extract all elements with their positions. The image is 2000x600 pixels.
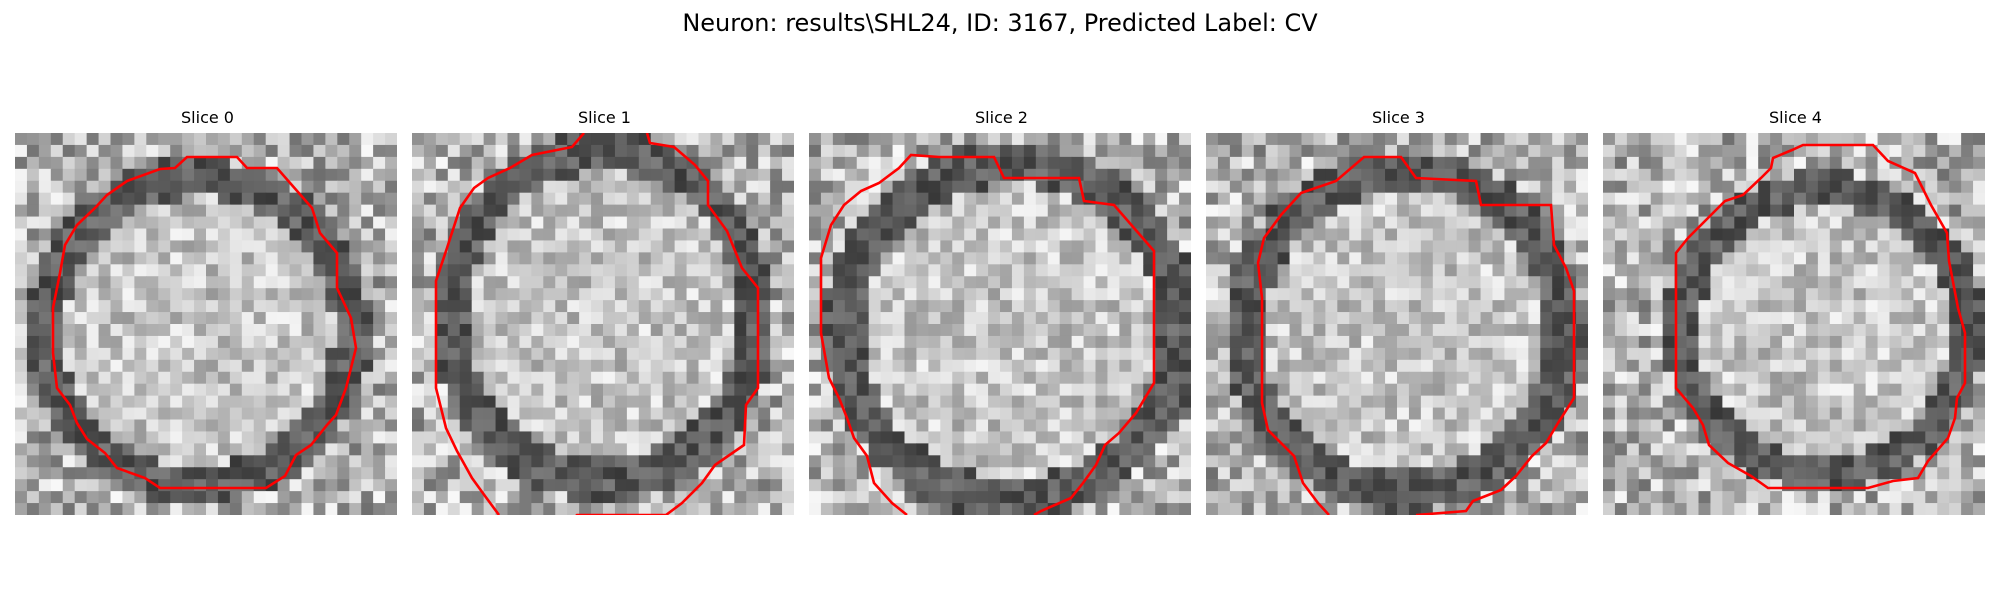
slice-panel-0: Slice 0: [15, 107, 400, 515]
slice-4-svg: [1603, 133, 1985, 515]
segmentation-contour: [819, 153, 1156, 515]
slice-2-svg: [809, 133, 1191, 515]
slice-1-svg: [412, 133, 794, 515]
slice-title: Slice 1: [578, 108, 631, 127]
slice-title: Slice 3: [1372, 108, 1425, 127]
slice-image: [809, 133, 1191, 515]
segmentation-contour: [51, 155, 358, 490]
slice-3-svg: [1206, 133, 1588, 515]
slice-image: [15, 133, 397, 515]
slice-panel-4: Slice 4: [1603, 107, 1988, 515]
slice-title: Slice 4: [1769, 108, 1822, 127]
slice-image: [1206, 133, 1588, 515]
slice-image: [1603, 133, 1985, 515]
grayscale-pixel-grid: [1206, 133, 1588, 515]
figure-title: Neuron: results\SHL24, ID: 3167, Predict…: [682, 9, 1318, 37]
segmentation-contour: [434, 133, 585, 515]
slice-0-svg: [15, 133, 397, 515]
slice-image: [412, 133, 794, 515]
grayscale-pixel-grid: [412, 133, 794, 515]
slice-title: Slice 0: [181, 108, 234, 127]
slice-panel-3: Slice 3: [1206, 107, 1591, 515]
segmentation-contour: [1674, 143, 1967, 490]
segmentation-contour-right: [575, 133, 760, 515]
slice-title: Slice 2: [975, 108, 1028, 127]
grayscale-pixel-grid: [1603, 133, 1985, 515]
grayscale-pixel-grid: [15, 133, 397, 515]
slice-panel-1: Slice 1: [412, 107, 797, 515]
segmentation-contour: [1256, 155, 1576, 515]
grayscale-pixel-grid: [809, 133, 1191, 515]
slice-panel-2: Slice 2: [809, 107, 1194, 515]
